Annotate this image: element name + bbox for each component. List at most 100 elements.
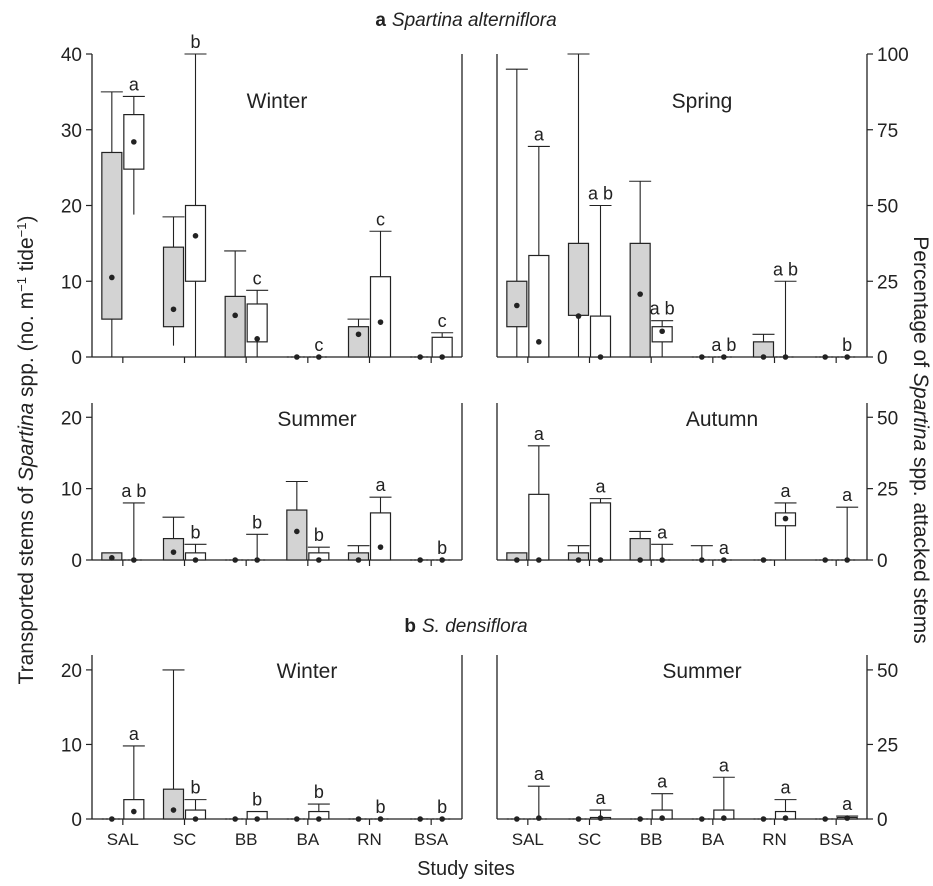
mean-dot (294, 816, 300, 822)
section-b-header: b S. densiflora (404, 616, 527, 637)
significance-letter: a b (711, 335, 736, 355)
y-tick-label-left: 20 (61, 661, 82, 682)
panel-b-summer: 0 25 50 Summer SAL a SC a BB a BA a RN a BSA a (496, 655, 898, 849)
mean-dot (439, 354, 445, 360)
panel-title: Spring (672, 90, 733, 113)
mean-dot (721, 354, 727, 360)
mean-dot (439, 816, 445, 822)
mean-dot (822, 557, 828, 563)
y-tick-label-right: 0 (877, 348, 888, 369)
y-axis-label-right: Percentage of Spartina spp. attacked ste… (909, 236, 932, 643)
significance-letter: a (780, 778, 791, 798)
box-transported (629, 242, 651, 358)
mean-dot (109, 816, 115, 822)
mean-dot (514, 816, 520, 822)
mean-dot (294, 528, 300, 535)
section-b-letter: b (404, 616, 416, 637)
mean-dot (536, 557, 542, 563)
mean-dot (597, 815, 604, 821)
mean-dot (822, 354, 828, 360)
mean-dot (659, 815, 665, 821)
panels-group: 010203040Winterabcccc0255075100Springaa … (61, 32, 909, 849)
panel-a-winter: 0 10 20 30 40 Winter a b c c c c (61, 32, 463, 369)
section-a-letter: a (375, 10, 386, 31)
significance-letter: b (190, 32, 200, 52)
panel-a-autumn: 0 25 50 Autumn a a a a a a (496, 403, 898, 572)
box-attacked (369, 276, 392, 358)
y-tick-label-left: 20 (61, 197, 82, 218)
mean-dot (659, 557, 665, 563)
box-attacked (184, 204, 207, 282)
mean-dot (699, 816, 705, 822)
mean-dot (294, 354, 300, 360)
significance-letter: a (719, 538, 730, 558)
panel-title: Winter (247, 90, 308, 113)
mean-dot (782, 354, 789, 360)
significance-letter: b (314, 525, 324, 545)
significance-letter: a (534, 124, 545, 144)
mean-dot (536, 815, 542, 821)
mean-dot (760, 816, 767, 822)
mean-dot (316, 557, 322, 563)
y-tick-label-right: 75 (877, 121, 898, 142)
x-tick-label: SC (578, 830, 602, 849)
mean-dot (439, 557, 445, 563)
mean-dot (377, 816, 384, 822)
y-tick-label-left: 40 (61, 45, 82, 66)
mean-dot (760, 557, 767, 563)
mean-dot (232, 312, 238, 319)
mean-dot (232, 816, 238, 822)
box-transported (286, 509, 308, 561)
mean-dot (575, 313, 582, 319)
y-tick-label-right: 50 (877, 197, 898, 218)
box-attacked (246, 303, 268, 343)
significance-letter: a (534, 424, 545, 444)
box-attacked (528, 493, 550, 561)
mean-dot (637, 291, 643, 297)
significance-letter: b (190, 522, 200, 542)
significance-letter: a (842, 794, 853, 814)
y-tick-label-right: 25 (877, 480, 898, 501)
panel-title: Winter (277, 660, 338, 683)
mean-dot (575, 816, 582, 822)
mean-dot (355, 331, 362, 338)
significance-letter: c (438, 311, 447, 331)
significance-letter: a (780, 481, 791, 501)
mean-dot (109, 555, 115, 561)
significance-letter: b (375, 797, 385, 817)
significance-letter: a b (773, 259, 798, 279)
mean-dot (192, 816, 199, 822)
mean-dot (637, 816, 643, 822)
mean-dot (659, 328, 665, 335)
x-tick-label: BSA (414, 830, 449, 849)
significance-letter: a b (121, 481, 146, 501)
y-tick-label-left: 10 (61, 272, 82, 293)
mean-dot (131, 139, 137, 145)
mean-dot (575, 557, 582, 563)
x-tick-label: BA (701, 830, 724, 849)
panel-a-summer: 0 10 20 Summer a b b b b a b (61, 403, 463, 572)
mean-dot (131, 557, 137, 563)
mean-dot (109, 274, 115, 281)
y-tick-label-left: 0 (71, 551, 82, 572)
panel-a-spring: 0 25 50 75 100 Spring a a b a b a b a b b (496, 45, 909, 369)
significance-letter: c (314, 335, 323, 355)
y-tick-label-left: 30 (61, 121, 82, 142)
significance-letter: b (437, 797, 447, 817)
significance-letter: b (314, 782, 324, 802)
y-tick-label-right: 0 (877, 810, 888, 831)
y-tick-label-right: 100 (877, 45, 909, 66)
x-tick-label: BSA (819, 830, 854, 849)
mean-dot (844, 354, 850, 360)
significance-letter: b (437, 538, 447, 558)
mean-dot (721, 815, 727, 821)
box-transported (101, 151, 123, 320)
significance-letter: a (534, 764, 545, 784)
box-transported (224, 295, 246, 358)
box-transported (162, 246, 185, 328)
box-attacked (651, 326, 673, 343)
box-attacked (431, 336, 453, 358)
mean-dot (192, 557, 199, 563)
significance-letter: b (842, 335, 852, 355)
significance-letter: a (657, 522, 668, 542)
